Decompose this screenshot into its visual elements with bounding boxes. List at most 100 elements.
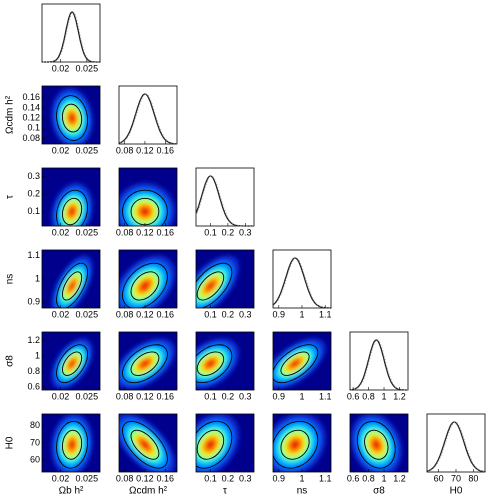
x-tick-label: 0.02 [52,63,70,73]
y-tick-label: 60 [30,455,40,465]
heatmap [273,414,326,472]
x-tick-label: 0.12 [136,227,154,237]
x-tick-label: 0.3 [239,473,252,483]
x-tick-label: 0.16 [157,473,175,483]
y-tick-label: 1 [35,273,40,283]
heatmap [119,182,176,226]
contour [130,271,160,301]
contour [196,344,233,384]
contour [56,420,89,469]
x-tick-label: 0.2 [222,391,235,401]
contour [130,429,160,460]
x-tick-label: 0.16 [157,145,175,155]
marginal-curve-dotted [119,93,178,145]
x-tick-label: 0.1 [204,227,217,237]
contour [273,344,319,384]
contour [356,420,396,469]
y-tick-label: 0.16 [22,92,40,102]
contour [280,429,310,460]
x-tick-label: 0.12 [136,391,154,401]
x-tick-label: 0.3 [239,309,252,319]
x-tick-label: 0.3 [239,227,252,237]
x-axis-label: H0 [450,486,463,497]
panel [350,414,408,472]
x-tick-label: 1 [299,391,304,401]
y-tick-label: 1 [35,350,40,360]
density-level [373,440,380,449]
y-axis-label: σ8 [5,355,16,367]
contour [61,271,83,301]
contour [122,262,168,308]
contour [122,420,168,469]
panel-frame [118,413,178,473]
panel-frame [349,331,409,391]
x-tick-label: 0.02 [52,391,70,401]
density-level [69,440,75,449]
x-tick-label: 1.2 [393,473,406,483]
panel-frame [349,413,409,473]
x-tick-label: 1.1 [319,391,332,401]
x-tick-label: 0.025 [76,473,99,483]
contour [122,189,168,226]
marginal-curve [272,257,331,309]
density-level [69,282,75,290]
x-tick-label: 0.025 [76,391,99,401]
panel [119,250,177,308]
x-axis-label: Ωb h² [59,486,84,497]
contour [196,271,225,301]
y-tick-label: 1.1 [27,250,40,260]
heatmap [350,414,402,472]
y-tick-label: 1.2 [27,335,40,345]
x-tick-label: 0.1 [204,309,217,319]
density-level [291,440,299,449]
density-level [141,282,149,290]
density-level [206,440,214,449]
x-tick-label: 70 [451,473,461,483]
x-tick-label: 1 [299,309,304,319]
x-tick-label: 1 [382,473,387,483]
marginal-curve-dotted [427,421,487,473]
density-level [206,360,214,367]
x-tick-label: 0.02 [52,227,70,237]
panel-frame [118,85,178,145]
x-axis-label: ns [297,486,308,497]
x-tick-label: 0.08 [116,473,134,483]
panel [119,414,177,472]
y-axis-label: H0 [5,436,16,449]
panel-frame [118,167,178,227]
x-tick-label: 0.08 [116,227,134,237]
x-tick-label: 0.8 [362,473,375,483]
y-axis-label: ns [5,274,16,285]
contour [122,344,168,384]
x-tick-label: 0.1 [204,391,217,401]
x-tick-label: 0.12 [136,309,154,319]
x-tick-label: 0.025 [76,227,99,237]
x-tick-label: 0.9 [273,391,286,401]
x-tick-label: 1 [382,391,387,401]
contour [280,351,310,376]
panel [119,168,177,226]
density-level [69,114,75,122]
contour [61,429,83,460]
contour [56,95,89,141]
x-tick-label: 0.02 [52,473,70,483]
panel-frame [195,331,255,391]
x-axis-label: σ8 [373,486,385,497]
contour [364,429,389,460]
panel [42,332,100,390]
panel-frame [41,331,101,391]
x-tick-label: 0.08 [116,145,134,155]
contour [61,351,83,376]
x-tick-label: 0.9 [273,309,286,319]
contour [61,103,83,133]
x-tick-label: 0.12 [136,473,154,483]
x-tick-label: 0.8 [362,391,375,401]
x-tick-label: 0.6 [347,473,360,483]
panel-frame [195,413,255,473]
marginal-curve-dotted [273,257,332,309]
marginal-curve-dotted [43,11,101,63]
marginal-curve [426,421,486,473]
y-tick-label: 0.9 [27,297,40,307]
x-tick-label: 1.1 [319,473,332,483]
